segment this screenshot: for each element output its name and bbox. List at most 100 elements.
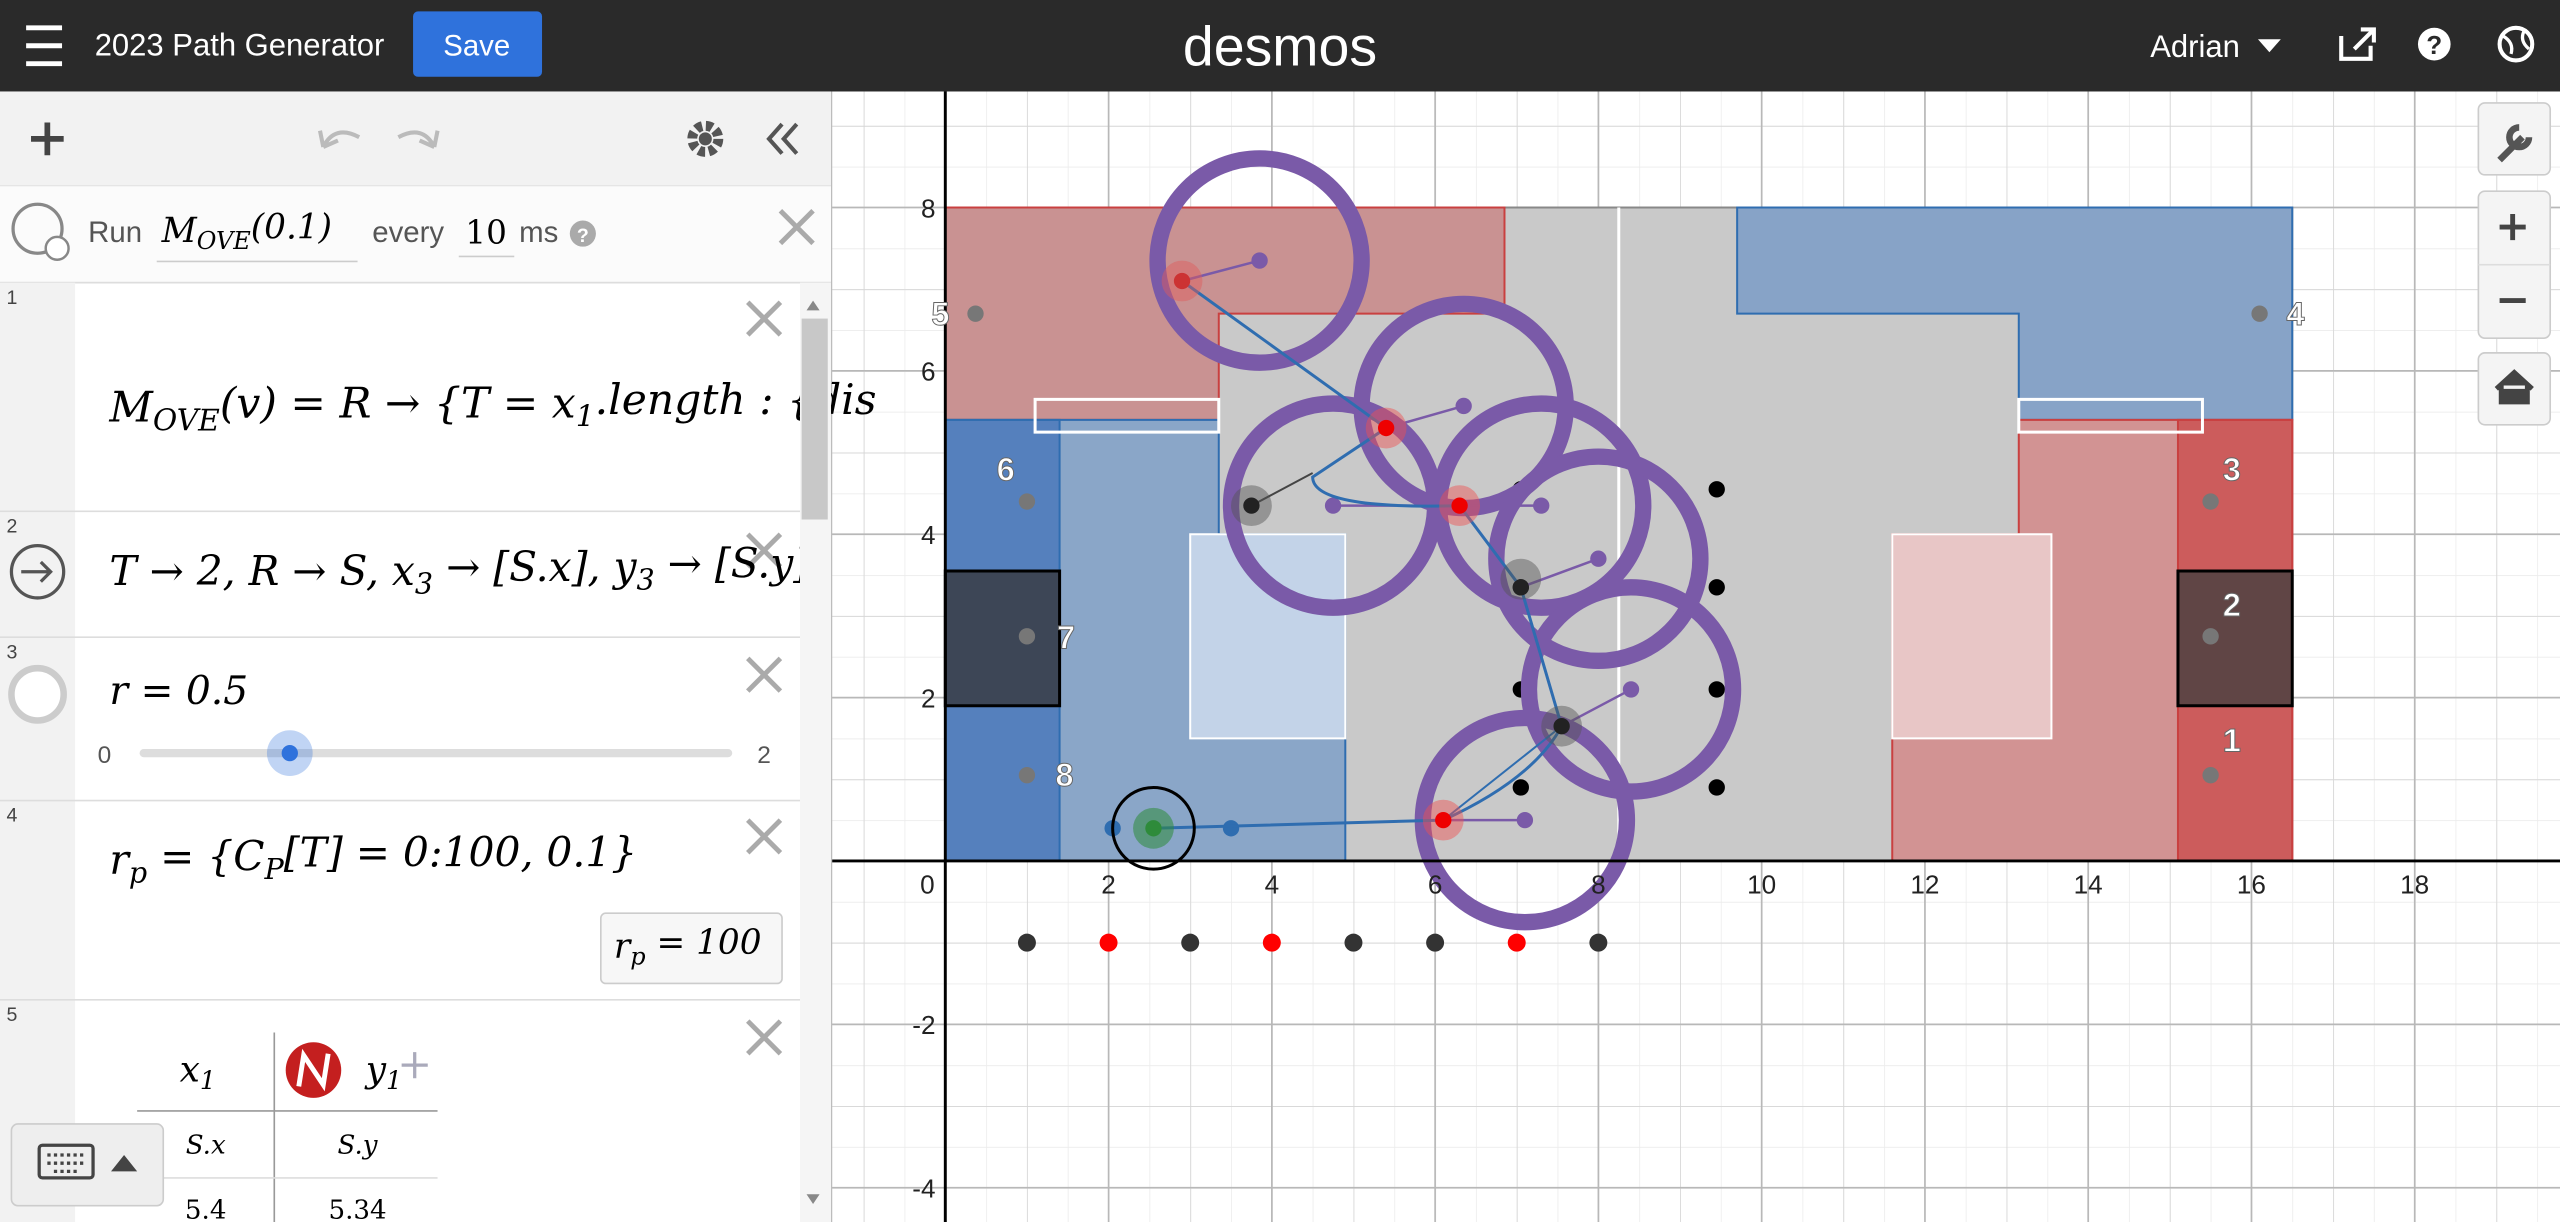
dot [2202, 628, 2219, 645]
subscript: 1 [576, 400, 595, 435]
delete-button[interactable] [746, 300, 783, 337]
subscript: p [129, 856, 147, 890]
order-row [1017, 933, 1608, 952]
ticker-delete[interactable] [778, 209, 815, 246]
math-text: x [180, 1049, 200, 1090]
dot [1018, 493, 1036, 510]
dot [1708, 779, 1725, 796]
settings-wrench[interactable] [2477, 102, 2552, 176]
table-cell[interactable]: S.y [338, 1130, 379, 1160]
node-points [967, 305, 2268, 784]
x-tick-label: 0 [920, 870, 935, 900]
math-text: [T] = 0:100, 0.1} [284, 829, 638, 877]
help-button[interactable] [2417, 27, 2451, 61]
x-tick-label: 8 [1591, 870, 1606, 900]
table-cell[interactable]: 5.4 [185, 1196, 227, 1222]
point-label: 6 [997, 450, 1015, 487]
math-text: (v) = R → {T = x [220, 380, 576, 429]
add-button[interactable] [31, 122, 64, 156]
math-text: .length : {dis [595, 376, 877, 425]
slider-thumb[interactable] [281, 744, 298, 762]
user-menu[interactable]: Adrian [2150, 29, 2240, 64]
collapse-button[interactable] [766, 122, 799, 155]
dot [1708, 681, 1725, 698]
dot [2202, 767, 2219, 784]
dot [1426, 933, 1445, 952]
subscript: 3 [415, 566, 433, 600]
delete-button[interactable] [746, 656, 783, 693]
delete-button[interactable] [746, 1019, 783, 1056]
dot [1181, 933, 1200, 952]
graph-title[interactable]: 2023 Path Generator [95, 28, 385, 63]
point-label: 5 [931, 295, 949, 332]
svg-text:?: ? [2426, 30, 2442, 60]
user-caret[interactable] [2257, 39, 2281, 53]
zoom-in[interactable] [2499, 214, 2526, 241]
ticker-every: every [372, 216, 444, 249]
table-cell[interactable]: S.x [186, 1130, 226, 1160]
white-box [1035, 399, 1219, 432]
point-label: 8 [1055, 756, 1073, 793]
y-tick-label: 4 [921, 520, 936, 550]
table-header[interactable]: x1 [180, 1049, 216, 1095]
dot [967, 305, 984, 322]
field-drawing [945, 207, 2292, 951]
slider-min: 0 [98, 742, 112, 769]
ticker-interval[interactable]: 10 [465, 213, 507, 251]
y-tick-label: -4 [912, 1173, 935, 1203]
red-charge-station [1892, 534, 2051, 738]
x-tick-label: 6 [1428, 870, 1443, 900]
x-tick-label: 14 [2074, 870, 2103, 900]
index-gutter [0, 282, 76, 1222]
share-button[interactable] [2339, 27, 2376, 61]
settings-button[interactable] [687, 120, 724, 157]
row-index: 2 [7, 516, 18, 538]
scroll-thumb[interactable] [801, 318, 828, 520]
logo: desmos [1183, 15, 1377, 77]
table-cell[interactable]: 5.34 [328, 1196, 386, 1222]
dot [1018, 628, 1036, 645]
expression-3[interactable]: r = 0.5 [109, 669, 248, 714]
x-tick-label: 4 [1265, 870, 1280, 900]
blue-charge-station [1190, 534, 1345, 738]
dot [1589, 933, 1608, 952]
dot [2202, 493, 2219, 510]
redo-button[interactable] [397, 130, 440, 149]
menu-button[interactable] [26, 25, 63, 67]
delete-button[interactable] [746, 818, 783, 855]
math-text: r = 0.5 [109, 669, 248, 714]
dot [1018, 767, 1036, 784]
ticker-row: Run MOVE(0.1) every 10 ms ? [0, 186, 832, 284]
save-button[interactable] [413, 11, 543, 77]
handles [1104, 150, 1742, 931]
math-text: M [161, 211, 198, 251]
delete-button[interactable] [746, 532, 783, 569]
table-header[interactable]: y1 [364, 1049, 402, 1095]
y-tick-label: 6 [921, 357, 936, 387]
math-text: = {C [147, 832, 264, 880]
expression-4[interactable]: rp = {CP[T] = 0:100, 0.1} [109, 829, 637, 890]
x-tick-label: 2 [1101, 870, 1116, 900]
waypoints [1113, 260, 1583, 870]
dot [1507, 933, 1526, 952]
subscript: P [263, 852, 284, 886]
undo-button[interactable] [317, 130, 361, 149]
language-button[interactable] [2497, 25, 2535, 63]
visibility-toggle[interactable] [8, 664, 67, 724]
point-label: 4 [2286, 295, 2304, 332]
expression-2[interactable]: T → 2, R → S, x3 → [S.x], y3 → [S.y] [109, 539, 809, 600]
ticker-help[interactable] [569, 220, 596, 247]
keypad-button[interactable] [10, 1123, 165, 1207]
ticker-toggle[interactable] [11, 202, 64, 255]
save-label[interactable]: Save [443, 30, 510, 63]
math-text: M [108, 383, 154, 432]
action-icon[interactable] [9, 544, 66, 600]
ticker-expression[interactable]: MOVE(0.1) [161, 208, 332, 255]
point-label: 1 [2223, 721, 2241, 758]
row-index: 1 [7, 287, 18, 309]
point-label: 7 [1057, 619, 1075, 656]
math-text: (0.1) [251, 208, 332, 248]
